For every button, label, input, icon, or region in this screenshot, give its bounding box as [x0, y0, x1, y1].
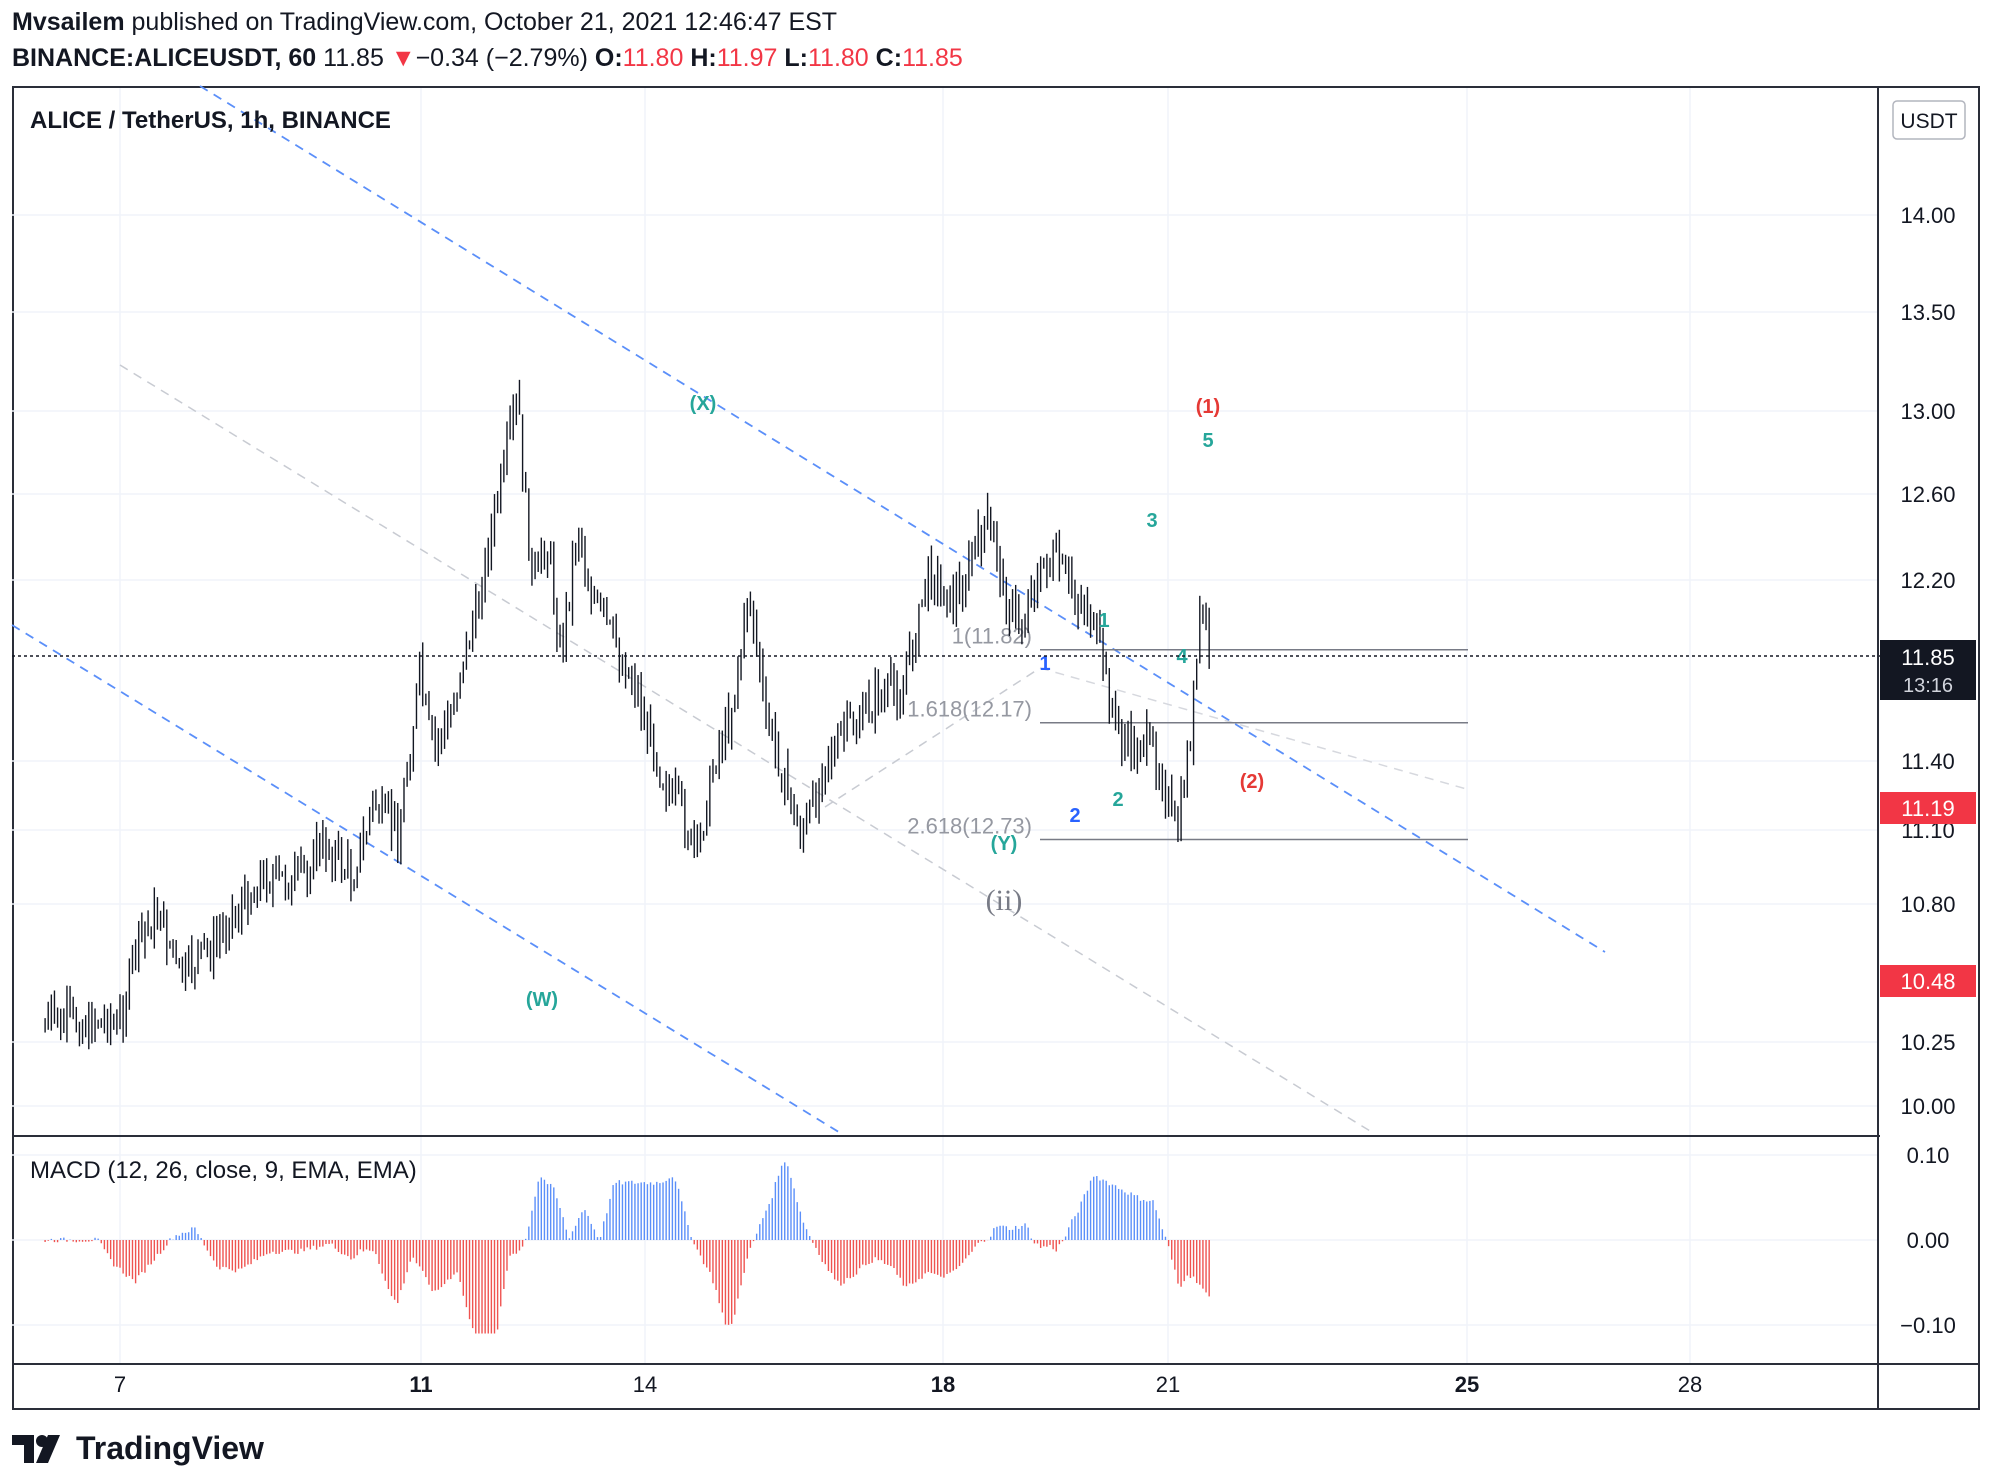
wave-label: 5: [1202, 430, 1213, 452]
macd-histogram: [44, 1162, 1210, 1334]
time-tick-label: 14: [633, 1372, 657, 1397]
level-tag-1-value: 11.19: [1901, 796, 1954, 821]
last-price: 11.85: [323, 44, 384, 72]
macd-legend: MACD (12, 26, close, 9, EMA, EMA): [30, 1157, 417, 1184]
current-price-value: 11.85: [1901, 645, 1954, 670]
wave-label: 2: [1069, 805, 1080, 827]
level-tag-2: 10.48: [1880, 965, 1976, 997]
open-value: 11.80: [622, 44, 684, 72]
wave-label: 2: [1112, 789, 1123, 811]
symbol-line: BINANCE:ALICEUSDT, 60: [12, 44, 317, 72]
close-value: 11.85: [902, 44, 963, 72]
wave-label: 1: [1039, 653, 1050, 675]
wave-label: (Y): [991, 833, 1018, 855]
current-price-tag: 11.85 13:16: [1880, 640, 1976, 700]
close-label: C:: [875, 44, 903, 72]
macd-tick-label: −0.10: [1900, 1313, 1956, 1338]
macd-tick-label: 0.00: [1907, 1228, 1950, 1253]
tradingview-logo-text: TradingView: [76, 1430, 264, 1466]
macd-tick-label: 0.10: [1907, 1143, 1950, 1168]
level-tag-1: 11.19: [1880, 792, 1976, 824]
price-tick-label: 11.40: [1901, 749, 1954, 774]
price-tick-label: 12.20: [1900, 568, 1955, 593]
price-tick-label: 12.60: [1900, 482, 1955, 507]
wave-label: (1): [1196, 396, 1220, 418]
time-tick-label: 25: [1455, 1372, 1479, 1397]
chart-title: ALICE / TetherUS, 1h, BINANCE: [30, 107, 391, 134]
wave-label: (ii): [986, 884, 1023, 917]
price-tick-label: 13.50: [1900, 300, 1955, 325]
wave-labels: (X) (W) (Y) (ii) (1) (2) 5 3 1 4 2 1 2: [526, 393, 1264, 1011]
currency-label: USDT: [1900, 110, 1957, 133]
projection-line: [1039, 667, 1471, 791]
price-change: −0.34 (−2.79%): [415, 44, 588, 72]
time-tick-label: 11: [409, 1372, 432, 1397]
low-label: L:: [784, 44, 808, 72]
channel-lower-line: [11, 624, 843, 1135]
fib-label: 2.618(12.73): [907, 813, 1032, 838]
fib-label: 1.618(12.17): [907, 697, 1032, 722]
down-arrow-icon: ▼: [390, 44, 416, 72]
candles: [44, 379, 1210, 1050]
channel-mid-line: [119, 364, 1376, 1135]
tradingview-logo[interactable]: TradingView: [12, 1430, 264, 1467]
price-tick-label: 14.00: [1900, 203, 1955, 228]
tradingview-logo-icon: [12, 1434, 60, 1463]
time-tick-label: 7: [114, 1372, 126, 1397]
bar-countdown: 13:16: [1903, 675, 1953, 697]
author-name[interactable]: Mvsailem: [12, 8, 125, 36]
wave-label: 1: [1098, 610, 1109, 632]
wave-label: (X): [690, 393, 717, 415]
time-tick-label: 21: [1156, 1372, 1180, 1397]
high-value: 11.97: [716, 44, 778, 72]
wave-label: (2): [1240, 771, 1264, 793]
wave-label: (W): [526, 989, 558, 1011]
price-tick-label: 10.25: [1900, 1030, 1955, 1055]
trend-channels: [11, 85, 1606, 1135]
macd-axis: 0.10 0.00 −0.10: [1900, 1143, 1956, 1338]
price-axis: 14.0013.5013.0012.6012.2011.4011.1010.80…: [1900, 203, 1955, 1119]
publish-info: Mvsailem published on TradingView.com, O…: [12, 8, 837, 37]
time-tick-label: 18: [931, 1372, 955, 1397]
price-tick-label: 10.00: [1900, 1094, 1955, 1119]
wave-label: 4: [1176, 646, 1188, 668]
fib-trend-line: [824, 667, 1041, 808]
chart-frame: [12, 86, 1980, 1410]
price-tick-label: 10.80: [1900, 892, 1955, 917]
fib-label: 1(11.82): [952, 624, 1032, 649]
open-label: O:: [594, 44, 623, 72]
fib-levels: 2.618(12.73) 1.618(12.17) 1(11.82): [907, 624, 1468, 841]
level-tag-2-value: 10.48: [1900, 969, 1955, 994]
wave-label: 3: [1146, 510, 1157, 532]
low-value: 11.80: [808, 44, 869, 72]
published-text: published on TradingView.com, October 21…: [131, 8, 838, 36]
currency-button[interactable]: USDT: [1892, 100, 1966, 140]
symbol-summary: BINANCE:ALICEUSDT, 60 11.85 ▼−0.34 (−2.7…: [12, 44, 963, 73]
price-tick-label: 13.00: [1900, 399, 1955, 424]
time-axis: 7 11 14 18 21 25 28: [114, 1372, 1702, 1397]
time-tick-label: 28: [1678, 1372, 1702, 1397]
high-label: H:: [690, 44, 717, 72]
channel-upper-line: [199, 85, 1606, 953]
